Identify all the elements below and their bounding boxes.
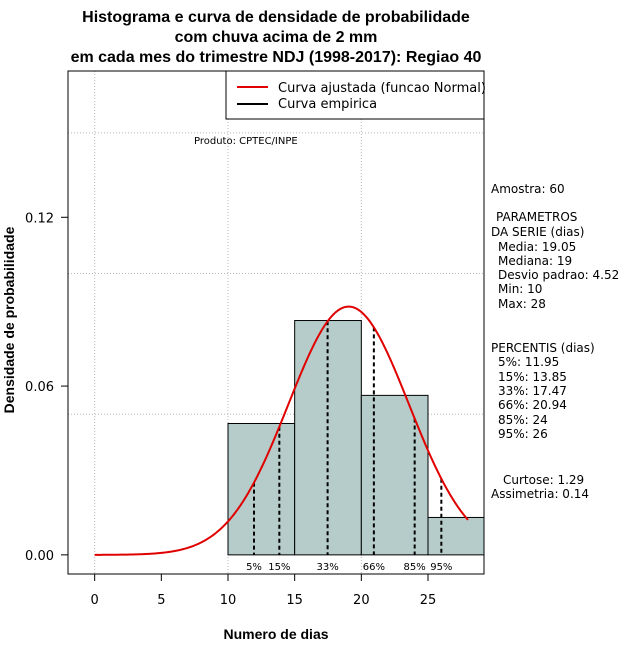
- x-tick-label: 0: [91, 593, 99, 608]
- stat-percentis-title: PERCENTIS (dias): [491, 341, 595, 355]
- stat-p5: 5%: 11.95: [498, 355, 559, 369]
- normal-curve: [94, 305, 469, 556]
- x-tick-label: 5: [157, 593, 165, 608]
- stat-p95: 95%: 26: [498, 427, 548, 441]
- x-tick-label: 10: [220, 593, 237, 608]
- histogram-bar: [360, 394, 429, 556]
- y-axis-title: Densidade de probabilidade: [1, 226, 17, 413]
- y-tick-label: 0.12: [25, 211, 54, 226]
- stat-p66: 66%: 20.94: [498, 398, 567, 412]
- x-tick-label: 20: [353, 593, 370, 608]
- stat-amostra: Amostra: 60: [491, 182, 565, 196]
- stat-p33: 33%: 17.47: [498, 384, 567, 398]
- x-tick-label: 25: [420, 593, 437, 608]
- histogram-bar: [427, 516, 485, 556]
- chart-title-line-3: em cada mes do trimestre NDJ (1998-2017)…: [71, 49, 482, 66]
- stat-mediana: Mediana: 19: [498, 254, 572, 268]
- histogram-bars: [227, 320, 485, 556]
- stat-parametros-title-2: DA SERIE (dias): [491, 225, 584, 239]
- x-tick-label: 15: [286, 593, 303, 608]
- percentile-label: 5%: [246, 562, 262, 573]
- percentile-markers: 5% 15% 33% 66% 85% 95%: [246, 321, 452, 573]
- stat-p85: 85%: 24: [498, 413, 548, 427]
- chart-title-line-2: com chuva acima de 2 mm: [175, 29, 378, 46]
- grid-lines: [68, 71, 484, 574]
- histogram-bar: [227, 422, 296, 556]
- chart-title-line-1: Histograma e curva de densidade de proba…: [82, 9, 470, 26]
- stat-media: Media: 19.05: [498, 240, 576, 254]
- percentile-label: 15%: [268, 562, 290, 573]
- legend-box: [225, 70, 485, 120]
- stat-assimetria: Assimetria: 0.14: [491, 487, 589, 501]
- percentile-label: 66%: [363, 562, 385, 573]
- stat-curtose: Curtose: 1.29: [503, 473, 584, 487]
- stat-parametros-title-1: PARAMETROS: [496, 210, 577, 224]
- legend-label-empirical-curve: Curva empirica: [278, 97, 377, 112]
- y-tick-label: 0.00: [25, 549, 54, 564]
- axes: 0 5 10 15 20 25 0.00 0.06 0.12: [25, 211, 436, 608]
- x-axis-title: Numero de dias: [223, 626, 328, 642]
- y-tick-label: 0.06: [25, 380, 54, 395]
- legend-label-normal-curve: Curva ajustada (funcao Normal): [278, 81, 486, 96]
- percentile-label: 95%: [430, 562, 452, 573]
- stat-max: Max: 28: [498, 297, 546, 311]
- statistics-panel: Amostra: 60 PARAMETROS DA SERIE (dias) M…: [491, 182, 619, 501]
- percentile-label: 85%: [404, 562, 426, 573]
- product-annotation: Produto: CPTEC/INPE: [194, 136, 298, 147]
- stat-desvio: Desvio padrao: 4.52: [498, 268, 619, 282]
- stat-p15: 15%: 13.85: [498, 370, 567, 384]
- legend: Curva ajustada (funcao Normal) Curva emp…: [225, 70, 486, 120]
- stat-min: Min: 10: [498, 282, 542, 296]
- normal-curve-path: [94, 305, 469, 556]
- percentile-label: 33%: [316, 562, 338, 573]
